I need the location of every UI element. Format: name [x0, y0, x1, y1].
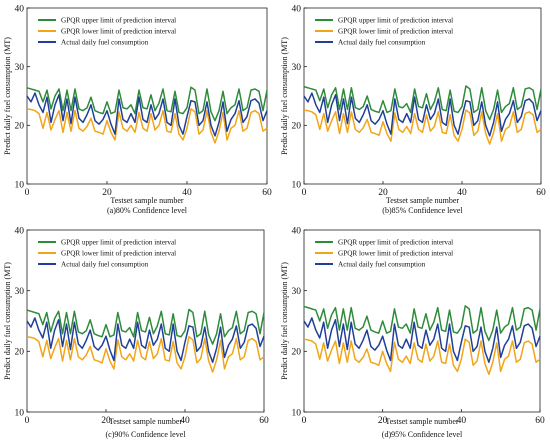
- legend-label-actual: Actual daily fuel consumption: [61, 39, 149, 47]
- legend-label-lower-limit: GPQR lower limit of prediction interval: [338, 28, 453, 36]
- x-tick-label: 20: [378, 188, 388, 198]
- y-tick-label: 10: [292, 180, 302, 190]
- legend-label-upper-limit: GPQR upper limit of prediction interval: [61, 239, 176, 247]
- chart-panel-c: 10 20 30 40 0 20 40 60 Testset sample number Pred…: [3, 226, 269, 439]
- chart-panel-d: 10 20 30 40 0 20 40 60 Testset sample number Pred…: [280, 226, 545, 439]
- series-line-actual: [303, 317, 541, 364]
- panel-caption: (a)80% Confidence level: [107, 206, 188, 215]
- x-tick-label: 20: [378, 416, 388, 426]
- series-line-actual: [303, 92, 542, 137]
- x-tick-label: 40: [457, 416, 467, 426]
- series-line-upper-limit: [303, 85, 542, 121]
- series-line-upper-limit: [303, 305, 541, 342]
- y-tick-label: 40: [15, 4, 25, 14]
- chart-panel-a: 10 20 30 40 0 20 40 60 Testset sample number Pred…: [3, 4, 272, 215]
- y-tick-label: 40: [292, 4, 302, 14]
- x-tick-label: 0: [25, 188, 30, 198]
- x-tick-label: 0: [25, 416, 30, 426]
- x-axis-label: Testset sample number: [385, 417, 459, 426]
- y-axis-label: Predict daily fuel consumption (MT): [3, 37, 12, 155]
- legend-label-actual: Actual daily fuel consumption: [338, 39, 426, 47]
- x-axis-label: Testset sample number: [109, 417, 183, 426]
- x-tick-label: 20: [101, 416, 111, 426]
- legend: GPQR upper limit of prediction interval G…: [315, 17, 453, 47]
- chart-panel-b: 10 20 30 40 0 20 40 60 Testset sample number Pred…: [280, 4, 546, 215]
- y-tick-label: 10: [15, 180, 25, 190]
- legend-label-lower-limit: GPQR lower limit of prediction interval: [338, 250, 453, 258]
- y-tick-label: 10: [15, 408, 25, 418]
- series-line-lower-limit: [26, 108, 268, 144]
- legend-label-lower-limit: GPQR lower limit of prediction interval: [61, 250, 176, 258]
- x-tick-label: 40: [457, 188, 467, 198]
- series-line-lower-limit: [26, 336, 265, 373]
- y-tick-label: 20: [15, 122, 25, 132]
- series-line-lower-limit: [303, 109, 542, 145]
- x-tick-label: 60: [536, 188, 546, 198]
- x-axis-label: Testset sample number: [110, 196, 184, 205]
- y-tick-label: 10: [292, 408, 302, 418]
- legend-label-actual: Actual daily fuel consumption: [61, 261, 149, 269]
- y-tick-label: 30: [15, 287, 25, 297]
- y-tick-label: 30: [292, 63, 302, 73]
- x-tick-label: 20: [102, 188, 112, 198]
- y-tick-label: 20: [15, 348, 25, 358]
- x-tick-label: 40: [180, 416, 190, 426]
- legend: GPQR upper limit of prediction interval G…: [38, 239, 176, 269]
- x-tick-label: 60: [262, 188, 272, 198]
- series-line-actual: [26, 92, 268, 137]
- series-line-actual: [26, 317, 265, 364]
- legend-label-actual: Actual daily fuel consumption: [338, 261, 426, 269]
- legend-label-upper-limit: GPQR upper limit of prediction interval: [338, 17, 453, 25]
- x-tick-label: 60: [259, 416, 269, 426]
- legend-label-upper-limit: GPQR upper limit of prediction interval: [61, 17, 176, 25]
- y-tick-label: 20: [292, 348, 302, 358]
- y-axis-label: Predict daily fuel consumption (MT): [280, 37, 289, 155]
- legend: GPQR upper limit of prediction interval G…: [38, 17, 176, 47]
- series-line-upper-limit: [26, 308, 265, 345]
- x-tick-label: 0: [302, 188, 307, 198]
- series-line-upper-limit: [26, 86, 268, 122]
- series-line-lower-limit: [303, 338, 541, 376]
- y-axis-label: Predict daily fuel consumption (MT): [3, 262, 12, 380]
- panel-caption: (d)95% Confidence level: [382, 430, 463, 439]
- y-axis-label: Predict daily fuel consumption (MT): [280, 262, 289, 380]
- x-tick-label: 60: [535, 416, 545, 426]
- x-tick-label: 0: [302, 416, 307, 426]
- x-tick-label: 40: [182, 188, 192, 198]
- y-tick-label: 40: [15, 226, 25, 236]
- legend-label-lower-limit: GPQR lower limit of prediction interval: [61, 28, 176, 36]
- y-tick-label: 40: [292, 226, 302, 236]
- x-axis-label: Testset sample number: [386, 196, 460, 205]
- panel-caption: (c)90% Confidence level: [106, 430, 187, 439]
- legend-label-upper-limit: GPQR upper limit of prediction interval: [338, 239, 453, 247]
- y-tick-label: 30: [292, 287, 302, 297]
- y-tick-label: 30: [15, 63, 25, 73]
- y-tick-label: 20: [292, 122, 302, 132]
- legend: GPQR upper limit of prediction interval G…: [315, 239, 453, 269]
- panel-caption: (b)85% Confidence level: [382, 206, 463, 215]
